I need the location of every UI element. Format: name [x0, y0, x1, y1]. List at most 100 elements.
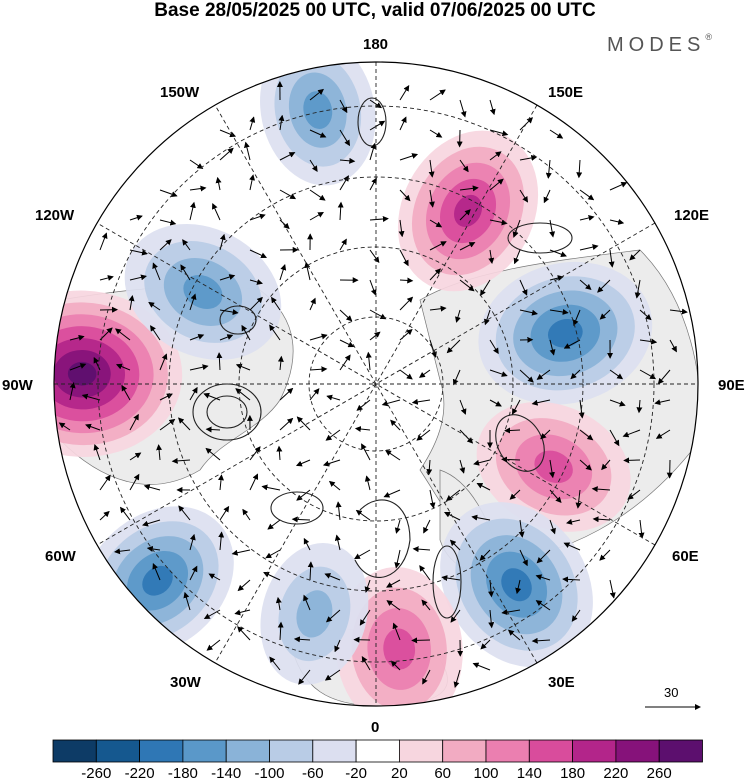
wind-vector — [549, 519, 556, 535]
wind-vector — [277, 355, 284, 371]
wind-vector — [488, 609, 495, 629]
colorbar-label: 180 — [560, 765, 586, 782]
wind-vector — [422, 669, 431, 685]
wind-vector — [242, 508, 251, 521]
wind-vector — [93, 356, 101, 371]
wind-vector — [484, 309, 491, 326]
wind-vector — [459, 399, 467, 415]
wind-vector — [337, 201, 344, 221]
wind-vector — [205, 447, 221, 461]
wind-vector — [386, 600, 401, 611]
wind-vector — [429, 219, 443, 228]
wind-vector — [279, 189, 297, 200]
wind-vector — [307, 561, 314, 581]
wind-vector — [519, 549, 528, 567]
wind-vector — [531, 637, 551, 644]
colorbar-label: 20 — [391, 765, 408, 782]
wind-vector — [115, 363, 131, 371]
wind-vector — [303, 537, 311, 551]
wind-vector — [325, 429, 341, 441]
colorbar-swatch-3 — [182, 739, 227, 763]
wind-vector — [501, 609, 521, 616]
wind-vector — [369, 331, 381, 341]
wind-vector — [566, 518, 581, 525]
wind-vector — [309, 129, 327, 138]
wind-vector — [669, 308, 688, 315]
wind-vector — [304, 261, 311, 281]
wind-vector — [182, 239, 191, 251]
wind-vector — [295, 459, 311, 467]
wind-vector — [399, 85, 410, 101]
wind-vector — [249, 473, 259, 491]
wind-vector — [146, 545, 161, 552]
wind-vector — [609, 579, 616, 599]
wind-vector — [369, 279, 377, 296]
wind-vector — [519, 279, 528, 296]
wind-vector — [293, 636, 311, 643]
wind-vector — [531, 399, 551, 406]
wind-vector — [459, 159, 469, 173]
wind-vector — [383, 489, 401, 498]
lon-label-0: 0 — [371, 719, 380, 736]
wind-vector — [178, 505, 191, 521]
wind-vector — [364, 579, 371, 593]
wind-vector — [489, 369, 508, 377]
wind-vector — [152, 562, 161, 581]
wind-vector — [601, 459, 611, 471]
wind-vector — [549, 489, 562, 504]
wind-vector — [69, 382, 76, 401]
colorbar-label: -60 — [301, 765, 324, 782]
colorbar-swatch-14 — [658, 739, 703, 763]
wind-vector — [354, 549, 371, 560]
wind-vector — [450, 609, 461, 623]
wind-vector — [279, 219, 290, 230]
wind-vector — [627, 489, 641, 500]
wind-vector — [445, 489, 461, 502]
wind-vector — [459, 279, 475, 292]
wind-vector — [69, 334, 85, 341]
wind-vector — [324, 669, 341, 681]
wind-vector — [219, 147, 234, 161]
wind-vector — [249, 446, 261, 461]
wind-vector — [513, 249, 521, 265]
wind-vector — [203, 609, 221, 619]
wind-vector — [291, 516, 311, 523]
wind-vector — [279, 387, 294, 401]
wind-vector — [129, 249, 148, 256]
wind-vector — [489, 178, 504, 191]
wind-vector — [429, 241, 447, 251]
wind-vector — [369, 215, 389, 222]
wind-vector — [156, 444, 163, 461]
wind-vector — [639, 338, 658, 345]
lon-label-30e: 30E — [548, 674, 575, 691]
wind-vector — [597, 279, 611, 293]
wind-vector — [159, 239, 172, 251]
wind-vector — [324, 573, 341, 581]
colorbar-swatch-5 — [269, 739, 314, 763]
wind-vector — [429, 305, 447, 312]
wind-vector — [99, 232, 108, 251]
wind-vector — [369, 249, 380, 264]
wind-vector — [234, 609, 251, 616]
wind-vector — [459, 185, 479, 192]
wind-vector — [335, 501, 342, 521]
wind-vector — [459, 209, 471, 221]
wind-vector — [265, 549, 281, 559]
wind-vector — [309, 88, 324, 101]
graticule — [54, 62, 698, 706]
colorbar-swatch-4 — [225, 739, 270, 763]
wind-vector — [219, 309, 239, 316]
wind-vector — [216, 352, 223, 371]
anomaly-center-4 — [383, 628, 416, 670]
wind-vector — [609, 369, 624, 380]
colorbar-swatch-6 — [312, 739, 357, 763]
wind-vector — [512, 399, 521, 415]
lon-label-150e: 150E — [548, 84, 584, 101]
wind-vector — [535, 600, 551, 611]
wind-vector — [669, 339, 677, 353]
wind-vector — [571, 609, 581, 622]
wind-vector — [212, 202, 221, 221]
colorbar-swatch-7 — [355, 739, 400, 763]
wind-vector — [549, 219, 556, 238]
wind-vector — [129, 473, 140, 491]
